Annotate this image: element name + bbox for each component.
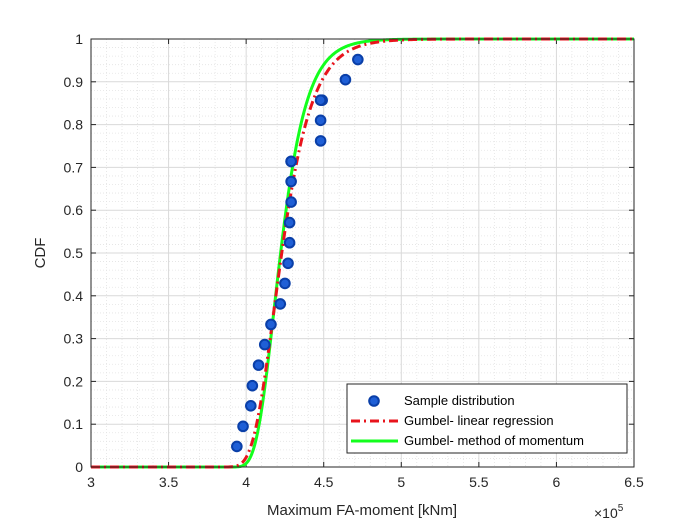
sample-point bbox=[314, 114, 327, 127]
y-tick-label: 0.3 bbox=[64, 331, 84, 347]
legend-label-linear-regression: Gumbel- linear regression bbox=[404, 413, 554, 428]
sample-point bbox=[258, 338, 271, 351]
sample-point bbox=[244, 399, 257, 412]
minor-grid bbox=[91, 39, 634, 467]
sample-point bbox=[282, 257, 294, 270]
sample-point bbox=[231, 440, 243, 453]
y-tick-label: 0.8 bbox=[64, 117, 84, 133]
x-axis-label: Maximum FA-moment [kNm] bbox=[267, 502, 457, 519]
x-tick-label: 4 bbox=[242, 474, 250, 490]
sample-point bbox=[285, 196, 297, 208]
x-tick-label: 6.5 bbox=[624, 474, 644, 490]
y-tick-label: 0.4 bbox=[64, 288, 84, 304]
x-tick-label: 3 bbox=[87, 474, 95, 490]
x-tick-label: 3.5 bbox=[159, 474, 179, 490]
sample-point bbox=[274, 298, 287, 310]
y-tick-label: 0.6 bbox=[64, 202, 84, 218]
sample-point bbox=[252, 359, 265, 371]
legend-label-sample: Sample distribution bbox=[404, 393, 515, 408]
y-tick-label: 0.9 bbox=[64, 74, 84, 90]
sample-point bbox=[314, 94, 327, 107]
x-tick-label: 5 bbox=[397, 474, 405, 490]
sample-point bbox=[285, 175, 297, 188]
x-tick-label: 5.5 bbox=[469, 474, 489, 490]
y-tick-label: 0 bbox=[75, 459, 83, 475]
y-tick-label: 0.2 bbox=[64, 373, 84, 389]
legend-box bbox=[346, 383, 628, 454]
legend-marker-sample bbox=[368, 395, 380, 407]
sample-point bbox=[352, 53, 364, 66]
legend-label-method-of-momentum: Gumbel- method of momentum bbox=[404, 433, 584, 448]
x-tick-label: 6 bbox=[553, 474, 561, 490]
x-axis-exponent: ×105 bbox=[594, 503, 624, 521]
sample-point bbox=[283, 216, 296, 229]
sample-point bbox=[314, 135, 327, 147]
plot-frame bbox=[90, 38, 635, 468]
sample-point bbox=[285, 155, 297, 168]
sample-point bbox=[279, 277, 291, 290]
legend: Sample distribution Gumbel- linear regre… bbox=[346, 383, 628, 454]
sample-point bbox=[283, 236, 296, 249]
sample-point bbox=[339, 73, 352, 86]
y-tick-label: 0.5 bbox=[64, 245, 84, 261]
y-axis-ticks: 0 0.1 0.2 0.3 0.4 0.5 0.6 0.7 0.8 0.9 1 bbox=[64, 31, 634, 475]
sample-point bbox=[237, 420, 249, 433]
sample-point bbox=[246, 379, 259, 392]
y-axis-label: CDF bbox=[32, 238, 49, 269]
y-tick-label: 1 bbox=[75, 31, 83, 47]
y-tick-label: 0.1 bbox=[64, 416, 84, 432]
x-tick-label: 4.5 bbox=[314, 474, 334, 490]
sample-point bbox=[265, 318, 277, 331]
y-tick-label: 0.7 bbox=[64, 159, 84, 175]
